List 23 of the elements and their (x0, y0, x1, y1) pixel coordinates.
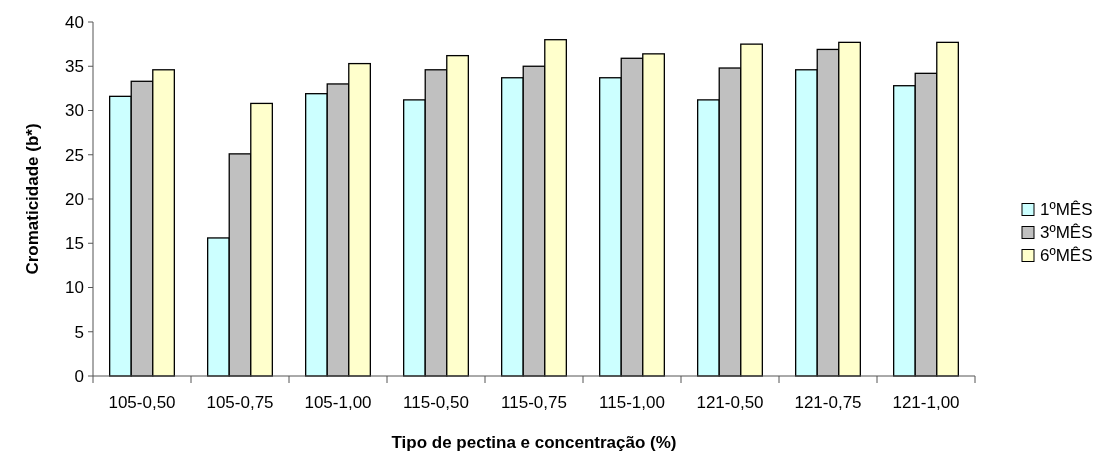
y-tick-label: 20 (65, 189, 84, 209)
x-tick-label: 121-0,75 (794, 393, 862, 412)
y-tick-label: 15 (65, 234, 84, 254)
y-tick-label: 25 (65, 145, 84, 165)
x-tick-label: 105-1,00 (304, 393, 372, 412)
x-tick-label: 105-0,50 (108, 393, 176, 412)
y-tick-label: 10 (65, 278, 84, 298)
y-tick-label: 5 (74, 322, 84, 342)
legend-label: 6ºMÊS (1040, 246, 1093, 266)
x-tick-label: 115-0,50 (403, 393, 469, 412)
y-axis-title: Cromaticidade (b*) (23, 123, 42, 275)
y-tick-label: 35 (65, 57, 84, 77)
y-tick-label: 0 (74, 366, 84, 386)
y-tick-label: 40 (65, 12, 84, 32)
legend-label: 1ºMÊS (1040, 200, 1093, 220)
x-tick-label: 121-1,00 (892, 393, 960, 412)
y-tick-label: 30 (65, 101, 84, 121)
x-axis-title: Tipo de pectina e concentração (%) (391, 433, 677, 452)
legend-label: 3ºMÊS (1040, 223, 1093, 243)
x-tick-label: 115-1,00 (599, 393, 665, 412)
x-tick-label: 121-0,50 (696, 393, 764, 412)
x-tick-label: 115-0,75 (501, 393, 567, 412)
x-tick-label: 105-0,75 (206, 393, 274, 412)
